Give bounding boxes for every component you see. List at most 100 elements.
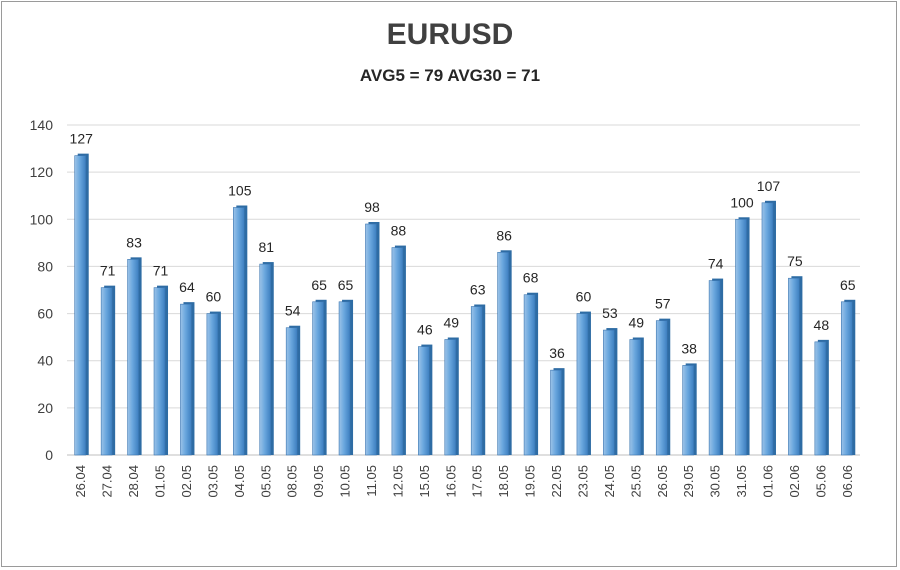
x-tick-label: 30.05 <box>708 465 723 498</box>
x-tick-label: 25.05 <box>628 465 643 498</box>
bar <box>576 311 591 456</box>
bar <box>523 292 539 456</box>
x-tick-label: 28.04 <box>126 465 141 498</box>
bar <box>312 299 327 456</box>
bar-face <box>338 301 351 456</box>
bar-face <box>788 277 800 456</box>
data-label: 48 <box>814 317 830 333</box>
x-tick-label: 31.05 <box>734 465 749 498</box>
x-tick-label: 26.04 <box>73 465 88 498</box>
bar-face <box>735 218 747 456</box>
data-label: 88 <box>391 223 407 239</box>
bar-face <box>523 294 536 456</box>
data-label: 127 <box>70 131 94 147</box>
bar <box>603 328 618 456</box>
data-label: 75 <box>787 253 803 269</box>
data-label: 53 <box>602 305 618 321</box>
x-tick-label: 02.06 <box>787 465 802 498</box>
bar-face <box>470 306 483 456</box>
x-tick-label: 05.05 <box>258 465 273 498</box>
data-label: 49 <box>629 315 645 331</box>
bar <box>735 217 750 456</box>
bar-face <box>708 280 721 456</box>
bar-face <box>576 313 589 456</box>
bar <box>840 299 856 456</box>
bar-face <box>655 320 668 456</box>
bar <box>497 250 512 456</box>
x-tick-label: 02.05 <box>179 465 194 498</box>
bar <box>259 262 274 456</box>
bar-face <box>391 247 404 456</box>
data-label: 63 <box>470 282 486 298</box>
bar <box>391 245 406 456</box>
x-tick-label: 05.06 <box>813 465 828 498</box>
bar-face <box>74 155 87 456</box>
bar-face <box>682 365 694 456</box>
x-tick-label: 18.05 <box>496 465 511 498</box>
y-tick-label: 120 <box>30 164 54 180</box>
bar <box>629 337 644 456</box>
data-label: 100 <box>730 194 754 210</box>
bar-face <box>603 329 615 456</box>
x-tick-label: 26.05 <box>655 465 670 498</box>
y-tick-label: 100 <box>30 211 54 227</box>
bar-face <box>497 251 509 456</box>
bar-face <box>153 287 166 456</box>
bar-face <box>444 339 457 456</box>
bar <box>550 368 565 456</box>
bar-face <box>127 259 139 456</box>
y-tick-label: 60 <box>37 306 53 322</box>
y-tick-label: 140 <box>30 117 54 133</box>
data-label: 71 <box>153 263 169 279</box>
x-tick-label: 17.05 <box>470 465 485 498</box>
x-tick-label: 01.05 <box>153 465 168 498</box>
x-tick-label: 08.05 <box>285 465 300 498</box>
bar-face <box>100 287 113 456</box>
y-tick-label: 20 <box>37 400 53 416</box>
x-tick-label: 11.05 <box>364 465 379 497</box>
bar <box>418 344 433 456</box>
bar <box>708 278 724 456</box>
x-tick-label: 15.05 <box>417 465 432 498</box>
x-tick-label: 09.05 <box>311 465 326 498</box>
gridlines <box>67 124 860 456</box>
data-label: 71 <box>100 263 116 279</box>
data-label: 105 <box>228 183 252 199</box>
bar <box>814 339 829 456</box>
data-label: 74 <box>708 256 724 272</box>
y-axis-ticks: 0 20 40 60 80 100 120 140 <box>30 117 54 463</box>
data-label: 65 <box>311 277 327 293</box>
bar <box>233 205 248 456</box>
data-label: 64 <box>179 279 195 295</box>
data-label: 65 <box>338 277 354 293</box>
bars <box>74 153 856 456</box>
bar <box>338 299 354 456</box>
data-label: 68 <box>523 270 539 286</box>
bar <box>153 285 169 456</box>
x-tick-label: 27.04 <box>100 465 115 498</box>
data-label: 81 <box>258 239 274 255</box>
bar <box>74 153 89 456</box>
bar-face <box>312 301 324 456</box>
data-label: 38 <box>681 340 697 356</box>
bar-face <box>233 207 245 456</box>
x-tick-label: 16.05 <box>443 465 458 498</box>
bar-face <box>365 223 377 456</box>
x-tick-label: 06.06 <box>840 465 855 498</box>
data-label: 49 <box>443 315 459 331</box>
data-label: 57 <box>655 296 671 312</box>
bar-face <box>285 327 298 456</box>
data-label: 36 <box>549 345 565 361</box>
x-tick-label: 24.05 <box>602 465 617 498</box>
bar <box>655 318 671 456</box>
data-label: 60 <box>206 289 222 305</box>
bar <box>444 337 459 456</box>
data-label: 98 <box>364 199 380 215</box>
x-tick-label: 23.05 <box>575 465 590 498</box>
bar-face <box>840 301 853 456</box>
data-label: 83 <box>126 234 142 250</box>
bar <box>470 304 486 456</box>
y-tick-label: 0 <box>45 447 53 463</box>
x-tick-label: 19.05 <box>523 465 538 498</box>
